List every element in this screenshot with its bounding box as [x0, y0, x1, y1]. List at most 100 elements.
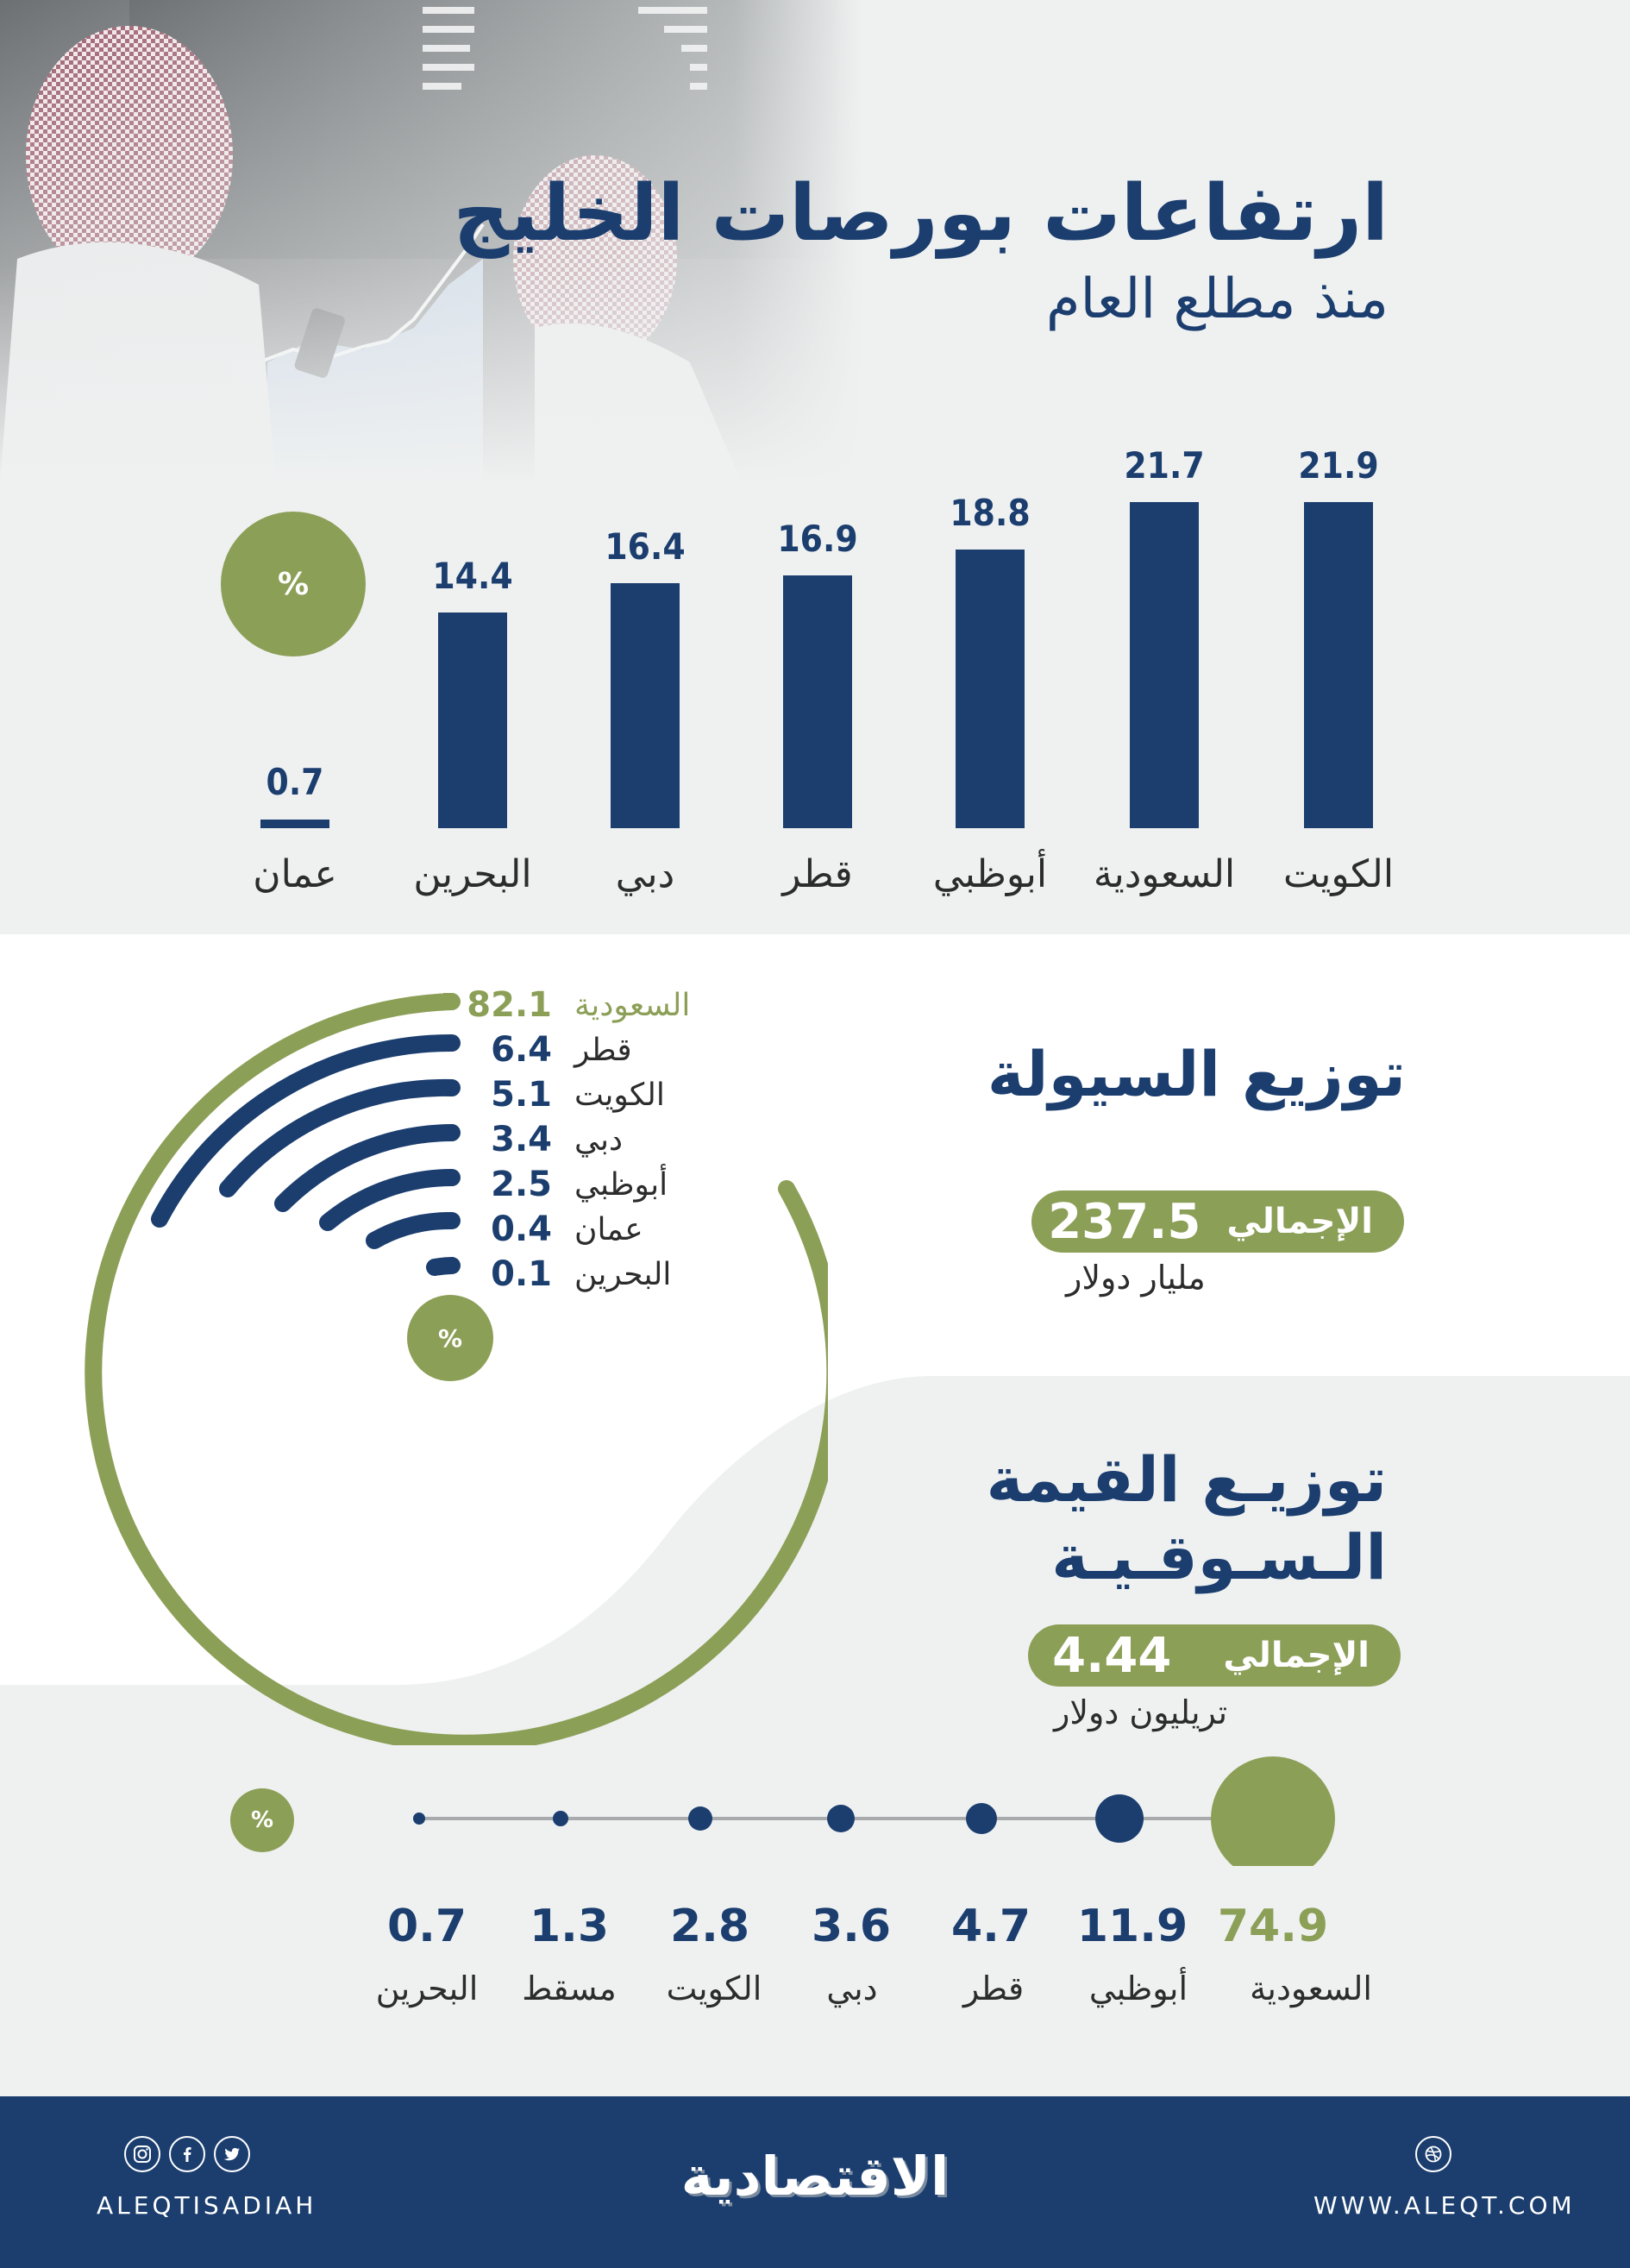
legend-value: 3.4	[491, 1120, 552, 1159]
legend-value: 0.1	[491, 1254, 552, 1294]
social-handle[interactable]: ALEQTISADIAH	[97, 2191, 317, 2220]
radial-bar-bahrain	[426, 1257, 461, 1276]
liquidity-section: 82.1 السعودية 6.4 قطر 5.1 الكويت 3.4 دبي…	[0, 934, 1630, 2099]
bubble-value-qatar: 4.7	[950, 1900, 1031, 1952]
traders-photo	[0, 0, 862, 483]
bar-abudhabi	[956, 550, 1025, 828]
bubble-muscat	[553, 1811, 568, 1826]
market-cap-bubble-chart	[413, 1756, 1335, 1866]
gains-section: ارتفاعات بورصات الخليج منذ مطلع العام % …	[0, 0, 1630, 934]
bubble-value-muscat: 1.3	[529, 1900, 610, 1952]
market-cap-total-pill: الإجمالي 4.44	[1028, 1624, 1401, 1687]
market-cap-percent-badge: %	[230, 1788, 294, 1852]
percent-unit-label: %	[437, 1323, 463, 1353]
liquidity-legend: 82.1 السعودية 6.4 قطر 5.1 الكويت 3.4 دبي…	[431, 983, 690, 1297]
legend-row-bahrain: 0.1 البحرين	[431, 1252, 690, 1297]
legend-label: أبوظبي	[574, 1166, 668, 1203]
bubble-label-dubai: دبي	[826, 1970, 878, 2007]
bubble-value-bahrain: 0.7	[386, 1900, 467, 1952]
bar-label-dubai: دبي	[615, 852, 675, 896]
brand-logo: الاقتصادية	[680, 2145, 950, 2208]
radial-bar-qatar	[151, 1033, 461, 1228]
section-background-shape	[0, 1376, 1630, 2099]
bar-label-oman: عمان	[253, 852, 337, 896]
bar-oman	[260, 820, 329, 828]
bubble-saudi	[1211, 1756, 1335, 1866]
bar-label-bahrain: البحرين	[413, 852, 532, 896]
bubble-value-abudhabi: 11.9	[1076, 1900, 1188, 1952]
percent-unit-label: %	[277, 566, 310, 602]
bar-label-abudhabi: أبوظبي	[932, 852, 1048, 896]
bar-label-saudi: السعودية	[1093, 852, 1236, 896]
bar-qatar	[783, 575, 852, 828]
legend-row-qatar: 6.4 قطر	[431, 1027, 690, 1072]
legend-value: 5.1	[491, 1075, 552, 1115]
radial-bar-saudi	[85, 993, 828, 1745]
radial-bar-oman	[366, 1211, 461, 1249]
bar-label-kuwait: الكويت	[1282, 852, 1395, 896]
liquidity-total-unit: مليار دولار	[1066, 1259, 1206, 1297]
legend-value: 6.4	[491, 1030, 552, 1070]
social-icons	[124, 2136, 250, 2172]
bar-value-qatar: 16.9	[777, 518, 858, 560]
radial-bar-abudhabi	[319, 1169, 461, 1231]
percent-unit-label: %	[250, 1807, 274, 1833]
bar-value-saudi: 21.7	[1124, 444, 1205, 487]
bar-value-bahrain: 14.4	[432, 555, 513, 597]
legend-label: الكويت	[574, 1077, 665, 1113]
bubble-label-qatar: قطر	[962, 1970, 1025, 2007]
bar-value-oman: 0.7	[266, 761, 324, 803]
percent-unit-badge: %	[221, 512, 366, 657]
bar-dubai	[611, 583, 680, 828]
market-cap-title-line2: الـسـوقـيـة	[1051, 1521, 1387, 1593]
bubble-value-kuwait: 2.8	[669, 1900, 750, 1952]
legend-row-oman: 0.4 عمان	[431, 1207, 690, 1252]
bubble-value-saudi: 74.9	[1217, 1900, 1329, 1952]
website-link[interactable]: WWW.ALEQT.COM	[1313, 2191, 1576, 2220]
liquidity-radial-chart	[85, 993, 828, 1745]
total-label: الإجمالي	[1223, 1636, 1370, 1675]
liquidity-title: توزيع السيولة	[987, 1038, 1406, 1110]
page-title: ارتفاعات بورصات الخليج	[453, 168, 1389, 259]
legend-row-dubai: 3.4 دبي	[431, 1117, 690, 1162]
bubble-value-dubai: 3.6	[811, 1900, 892, 1952]
legend-value: 82.1	[467, 985, 552, 1025]
total-value: 4.44	[1052, 1627, 1172, 1684]
bar-label-qatar: قطر	[782, 852, 853, 896]
bubble-label-bahrain: البحرين	[375, 1970, 479, 2007]
bar-saudi	[1130, 502, 1199, 828]
bubble-label-kuwait: الكويت	[666, 1970, 762, 2007]
radial-bar-kuwait	[219, 1078, 461, 1197]
facebook-icon[interactable]	[169, 2136, 205, 2172]
dribbble-icon[interactable]	[1415, 2136, 1451, 2172]
bar-bahrain	[438, 613, 507, 828]
bubble-label-muscat: مسقط	[522, 1970, 617, 2007]
bubble-label-abudhabi: أبوظبي	[1088, 1970, 1188, 2007]
liquidity-total-pill: الإجمالي 237.5	[1031, 1191, 1404, 1253]
market-cap-title-line1: توزيـع القيمة	[986, 1443, 1387, 1516]
total-value: 237.5	[1048, 1193, 1201, 1250]
bubble-abudhabi	[1095, 1794, 1144, 1843]
twitter-icon[interactable]	[214, 2136, 250, 2172]
bar-value-dubai: 16.4	[605, 525, 686, 568]
legend-label: عمان	[574, 1211, 643, 1247]
legend-row-saudi: 82.1 السعودية	[431, 983, 690, 1027]
footer: ALEQTISADIAH الاقتصادية WWW.ALEQT.COM	[0, 2096, 1630, 2268]
legend-label: قطر	[574, 1032, 632, 1068]
bubble-label-saudi: السعودية	[1250, 1970, 1372, 2007]
bar-kuwait	[1304, 502, 1373, 828]
legend-label: دبي	[574, 1121, 624, 1158]
bubble-qatar	[966, 1803, 997, 1834]
radial-bar-dubai	[274, 1124, 461, 1212]
legend-value: 0.4	[491, 1209, 552, 1249]
bubble-kuwait	[688, 1806, 712, 1831]
total-label: الإجمالي	[1226, 1202, 1373, 1241]
instagram-icon[interactable]	[124, 2136, 160, 2172]
legend-row-kuwait: 5.1 الكويت	[431, 1072, 690, 1117]
page-subtitle: منذ مطلع العام	[1045, 267, 1389, 331]
legend-label: السعودية	[574, 987, 691, 1023]
market-cap-total-unit: تريليون دولار	[1054, 1693, 1228, 1731]
bar-value-abudhabi: 18.8	[950, 492, 1031, 534]
bubble-dubai	[827, 1805, 855, 1832]
legend-row-abudhabi: 2.5 أبوظبي	[431, 1162, 690, 1207]
